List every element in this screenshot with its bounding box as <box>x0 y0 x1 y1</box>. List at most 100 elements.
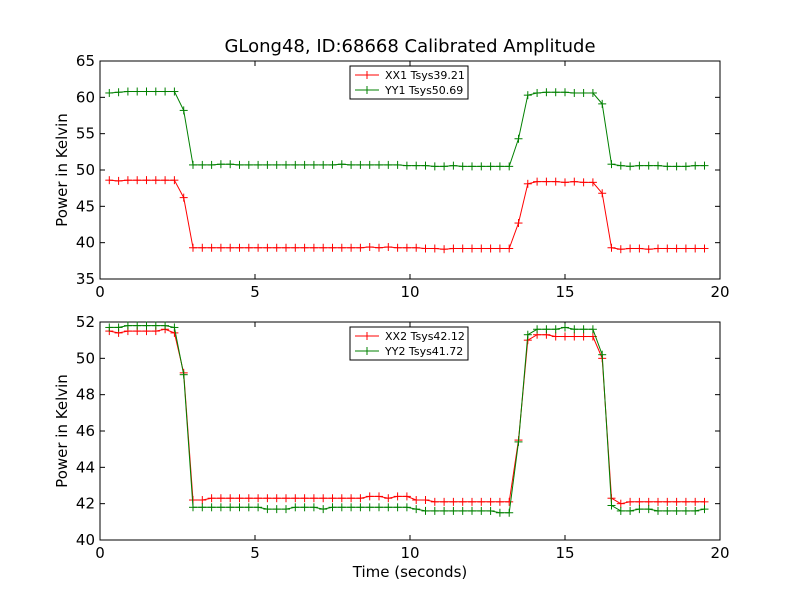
data-point <box>654 161 662 170</box>
data-point <box>272 505 281 514</box>
y-axis-label: Power in Kelvin <box>53 113 71 227</box>
data-point <box>561 178 569 187</box>
data-point <box>533 177 542 186</box>
legend-label: YY1 Tsys50.69 <box>384 84 463 97</box>
data-point <box>244 503 253 512</box>
data-point <box>654 497 662 506</box>
series-line-yy1 <box>109 91 705 167</box>
data-point <box>347 243 356 252</box>
data-point <box>468 162 476 171</box>
data-point <box>468 497 476 506</box>
data-point <box>151 176 160 185</box>
data-point <box>430 497 439 506</box>
data-point <box>365 160 374 169</box>
y-tick-label: 52 <box>76 313 95 331</box>
data-point <box>309 494 318 503</box>
data-point <box>561 88 569 97</box>
legend: XX1 Tsys39.21 YY1 Tsys50.69 <box>349 65 469 100</box>
data-point <box>291 160 300 169</box>
legend-label: YY2 Tsys41.72 <box>384 345 463 358</box>
data-point <box>123 87 132 96</box>
data-point <box>375 492 383 501</box>
data-point <box>114 88 123 97</box>
data-point <box>421 506 430 515</box>
data-point <box>635 161 644 170</box>
data-point <box>198 496 207 505</box>
data-point <box>681 244 690 253</box>
data-point <box>207 160 216 169</box>
data-point <box>412 496 421 505</box>
data-point <box>244 243 253 252</box>
data-point <box>226 494 235 503</box>
data-point <box>402 503 411 512</box>
data-point <box>672 162 681 171</box>
data-point <box>384 243 393 252</box>
data-point <box>337 243 346 252</box>
data-point <box>495 508 504 517</box>
data-point <box>384 160 393 169</box>
data-point <box>142 87 151 96</box>
x-tick-label: 0 <box>95 544 105 562</box>
data-point <box>616 245 625 254</box>
data-point <box>514 437 523 446</box>
data-point <box>291 243 300 252</box>
data-point <box>523 330 532 339</box>
data-point <box>309 243 318 252</box>
data-point <box>561 323 569 332</box>
x-tick-label: 10 <box>400 544 419 562</box>
x-tick-label: 15 <box>555 544 574 562</box>
data-point <box>644 497 653 506</box>
data-point <box>700 505 709 514</box>
data-point <box>235 160 244 169</box>
data-point <box>616 161 625 170</box>
data-point <box>319 494 328 503</box>
data-point <box>347 494 356 503</box>
data-point <box>458 497 467 506</box>
x-tick-label: 5 <box>250 544 260 562</box>
data-point <box>384 494 393 503</box>
data-point <box>123 321 132 330</box>
data-point <box>468 244 476 253</box>
series-line-xx1 <box>109 179 705 250</box>
data-point <box>254 494 263 503</box>
data-point <box>393 492 402 501</box>
data-point <box>319 243 328 252</box>
y-tick-label: 44 <box>76 458 95 476</box>
data-point <box>691 506 700 515</box>
data-point <box>477 162 486 171</box>
data-point <box>570 88 579 97</box>
y-tick-label: 55 <box>76 125 95 143</box>
data-point <box>179 370 188 379</box>
data-point <box>151 321 160 330</box>
data-point <box>365 243 374 252</box>
data-point <box>579 88 588 97</box>
data-point <box>356 243 365 252</box>
data-point <box>681 506 690 515</box>
legend-box <box>349 326 469 361</box>
data-point <box>700 244 709 253</box>
data-point <box>440 245 449 254</box>
data-point <box>170 176 179 185</box>
y-tick-label: 65 <box>76 52 95 70</box>
data-point <box>226 160 235 169</box>
data-point <box>179 193 188 202</box>
y-tick-label: 40 <box>76 531 95 549</box>
data-point <box>412 505 421 514</box>
data-point <box>616 499 625 508</box>
y-tick-label: 60 <box>76 88 95 106</box>
data-point <box>644 161 653 170</box>
data-point <box>458 244 467 253</box>
data-point <box>551 177 560 186</box>
data-point <box>263 494 272 503</box>
data-point <box>505 162 514 171</box>
data-point <box>263 160 272 169</box>
data-point <box>588 178 597 187</box>
data-point <box>607 243 616 252</box>
data-point <box>635 497 644 506</box>
data-point <box>161 321 170 330</box>
data-point <box>226 243 235 252</box>
data-point <box>133 87 142 96</box>
data-point <box>430 244 439 253</box>
x-tick-label: 20 <box>710 283 729 301</box>
x-tick-label: 10 <box>400 283 419 301</box>
